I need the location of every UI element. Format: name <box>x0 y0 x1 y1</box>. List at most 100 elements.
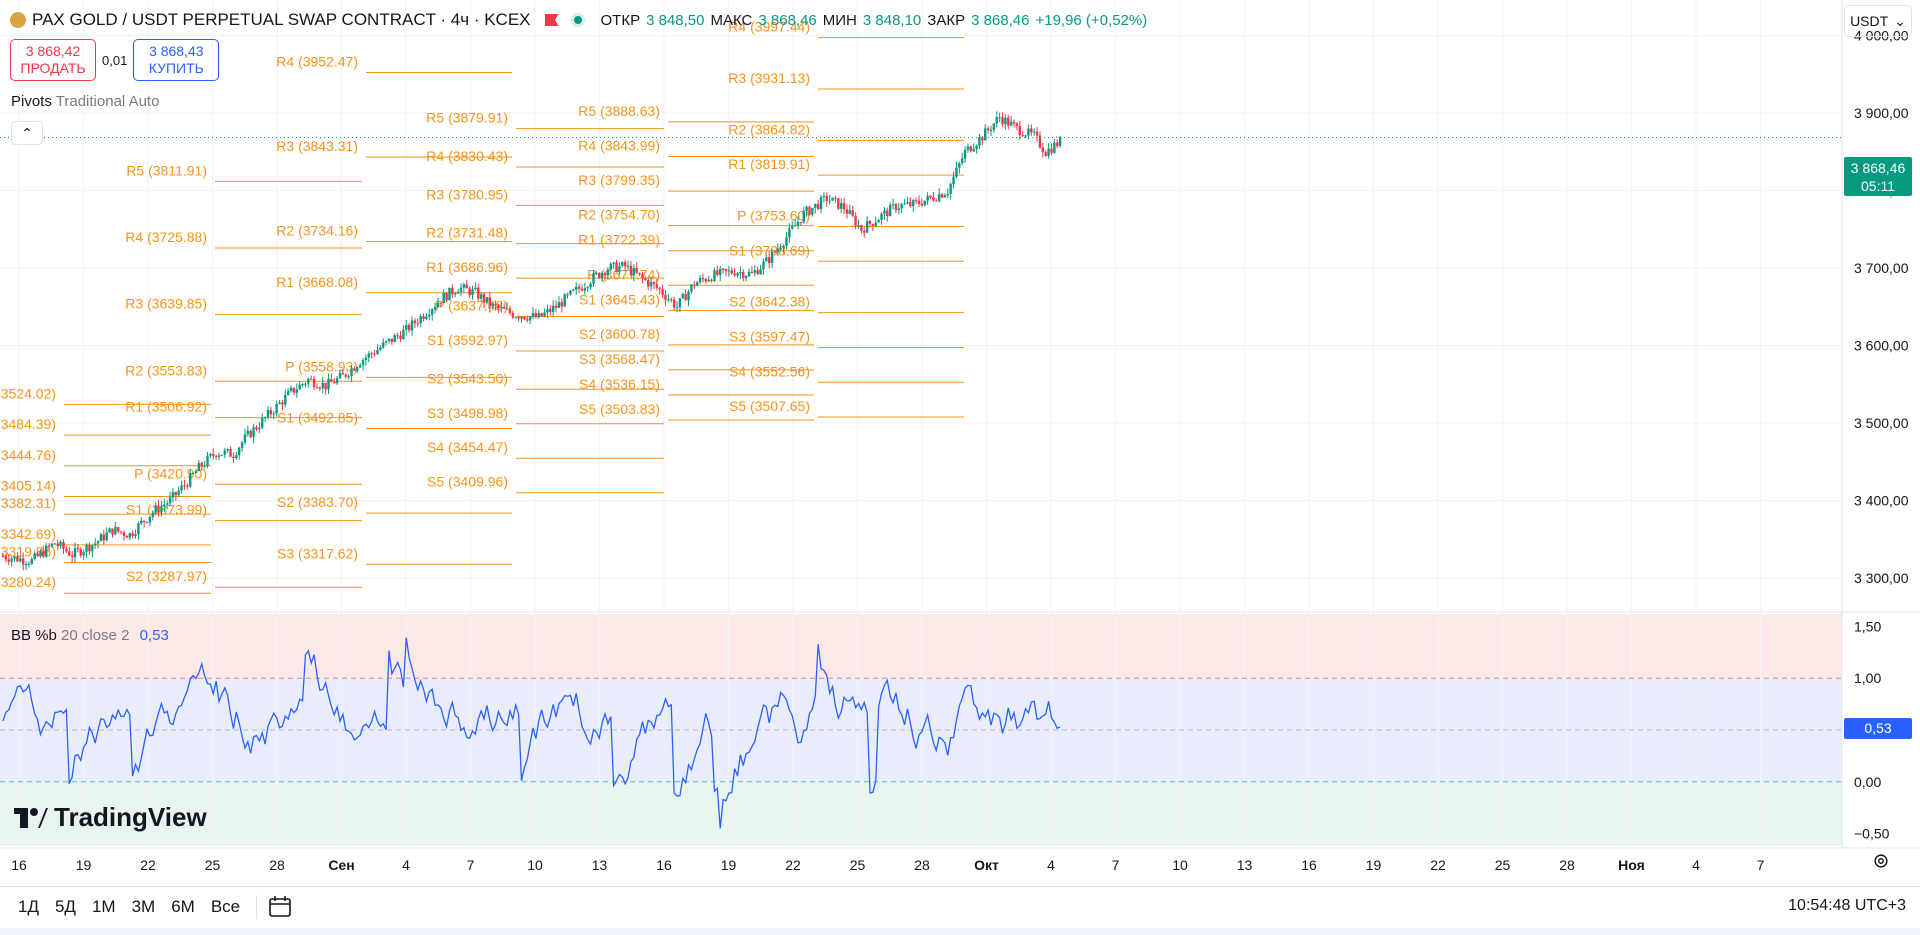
time-axis-label: 7 <box>1112 857 1120 873</box>
toolbar-divider <box>256 895 258 919</box>
pivot-level-label: R5 (3524.02) <box>0 385 56 401</box>
candle-body <box>551 305 555 312</box>
candle-body <box>572 289 575 291</box>
candle-body <box>454 293 457 295</box>
range-all-button[interactable]: Все <box>210 897 241 916</box>
pivot-level-label: R1 (3382.31) <box>0 495 56 511</box>
candle-body <box>255 427 258 430</box>
paxg-logo-icon <box>10 12 26 28</box>
flag-icon[interactable] <box>544 14 559 26</box>
candle-body <box>119 531 123 533</box>
candle-body <box>796 221 800 226</box>
candle-body <box>543 312 546 316</box>
candle-body <box>30 559 34 564</box>
range-5d-button[interactable]: 5Д <box>54 897 76 916</box>
candle-body <box>122 532 126 536</box>
range-1m-button[interactable]: 1М <box>91 897 116 916</box>
candle-body <box>897 208 901 210</box>
candle-body <box>1058 136 1062 147</box>
candle-body <box>883 210 886 214</box>
candle-body <box>986 128 990 131</box>
candle-body <box>649 282 653 287</box>
candle-body <box>335 378 339 384</box>
bb-axis-label: −0,50 <box>1854 826 1890 842</box>
range-3m-button[interactable]: 3М <box>131 897 156 916</box>
candle-body <box>678 298 682 308</box>
pivot-level-label: S4 (3454.47) <box>427 439 508 455</box>
candle-body <box>226 449 229 451</box>
clock-timezone[interactable]: 10:54:48 UTC+3 <box>1788 897 1906 914</box>
candle-body <box>661 289 664 295</box>
candle-body <box>367 353 371 358</box>
candle-body <box>321 382 324 389</box>
pivot-level-label: S4 (3552.56) <box>729 363 810 379</box>
candle-body <box>85 544 88 552</box>
candle-body <box>407 324 411 331</box>
currency-select[interactable]: USDT ⌄ <box>1844 5 1912 37</box>
candle-body <box>163 504 166 507</box>
pivot-level-label: S2 (3287.97) <box>126 568 207 584</box>
candle-body <box>580 288 584 291</box>
candle-body <box>1035 131 1039 136</box>
time-axis-label: Сен <box>328 857 354 873</box>
candle-body <box>626 265 630 267</box>
pivot-level-label: R4 (3997.44) <box>728 19 810 35</box>
candle-body <box>903 203 906 205</box>
candle-body <box>292 387 296 393</box>
range-1d-button[interactable]: 1Д <box>18 897 39 916</box>
pivots-legend[interactable]: Pivots Traditional Auto <box>11 93 159 110</box>
time-axis-label: 28 <box>1559 857 1575 873</box>
pivot-level-label: R1 (3819.91) <box>728 156 810 172</box>
candle-body <box>647 279 650 287</box>
candle-body <box>811 207 814 215</box>
date-range-icon[interactable] <box>267 895 293 919</box>
candle-body <box>206 455 209 466</box>
tradingview-logo[interactable]: TradingView <box>14 802 207 833</box>
candle-body <box>1004 117 1007 125</box>
candle-body <box>825 195 829 202</box>
candle-body <box>102 534 106 541</box>
sell-button[interactable]: 3 868,42 ПРОДАТЬ <box>10 39 96 81</box>
candle-body <box>217 455 221 457</box>
pivot-level-label: S5 (3409.96) <box>427 474 508 490</box>
range-6m-button[interactable]: 6М <box>171 897 195 916</box>
candle-body <box>456 291 460 294</box>
candle-body <box>995 117 998 124</box>
candle-body <box>174 492 178 495</box>
pivot-level-label: R1 (3668.08) <box>276 274 358 290</box>
time-axis-label: 7 <box>467 857 475 873</box>
pivot-level-label: R5 (3888.63) <box>578 103 660 119</box>
candle-body <box>1 556 5 558</box>
candle-body <box>286 390 290 396</box>
candle-body <box>520 317 523 319</box>
candle-body <box>189 473 192 487</box>
pivot-level-label: R4 (3484.39) <box>0 416 56 432</box>
candle-body <box>969 146 973 152</box>
symbol-title[interactable]: PAX GOLD / USDT PERPETUAL SWAP CONTRACT … <box>0 10 531 30</box>
buy-button[interactable]: 3 868,43 КУПИТЬ <box>133 39 220 81</box>
candle-body <box>698 278 702 283</box>
candle-body <box>56 543 59 546</box>
candle-body <box>563 294 566 307</box>
bb-legend[interactable]: BB %b 20 close 2 0,53 <box>11 627 169 644</box>
candle-body <box>623 262 627 267</box>
time-axis-label: Ноя <box>1618 857 1645 873</box>
candle-body <box>448 287 451 301</box>
spread-value: 0,01 <box>102 52 128 68</box>
gear-icon[interactable] <box>1872 852 1890 870</box>
candle-body <box>91 545 94 552</box>
market-status-icon[interactable] <box>570 13 585 27</box>
candle-body <box>243 434 247 443</box>
candle-body <box>842 203 846 210</box>
bar-countdown: 05:11 <box>1861 178 1895 194</box>
candle-body <box>840 203 843 209</box>
candle-body <box>600 273 604 278</box>
candle-body <box>7 559 10 562</box>
candle-body <box>788 228 791 238</box>
candle-body <box>808 206 811 215</box>
collapse-legend-button[interactable]: ⌃ <box>11 121 43 145</box>
time-axis-label: 10 <box>1172 857 1188 873</box>
pivot-level-label: R3 (3780.95) <box>426 186 508 202</box>
candle-body <box>687 291 690 301</box>
